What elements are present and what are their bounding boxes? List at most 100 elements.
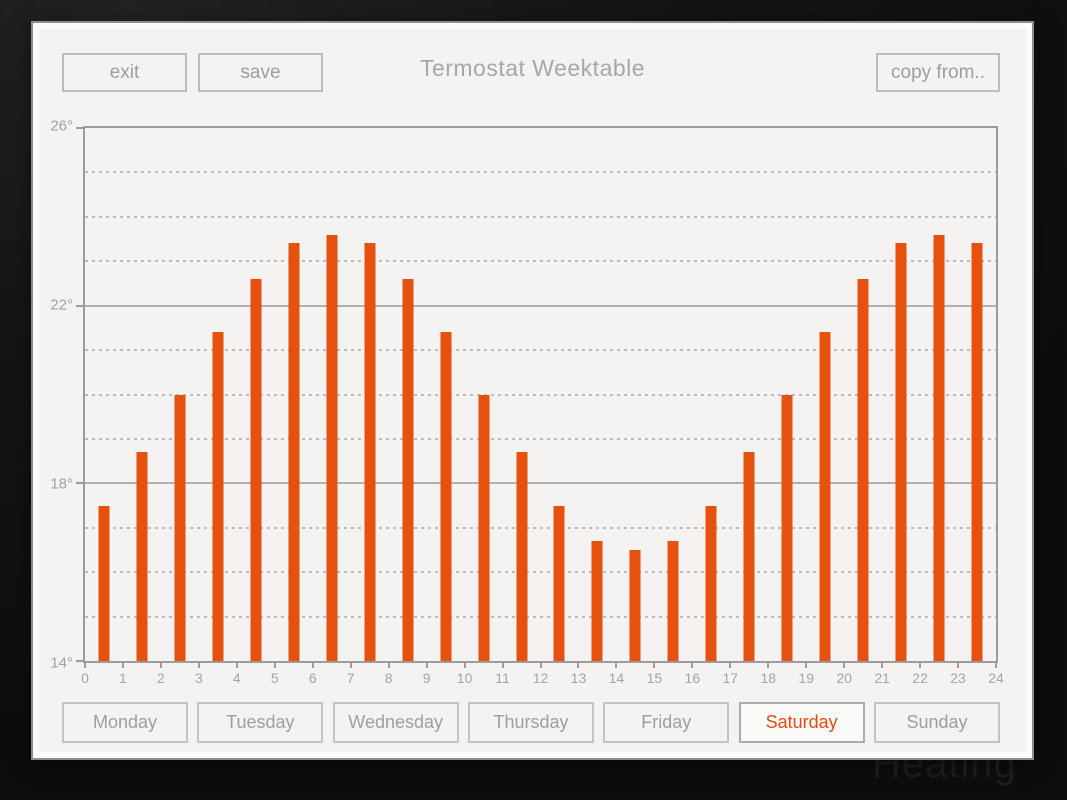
x-axis-label: 13: [570, 670, 587, 686]
bar-hour-14[interactable]: [629, 549, 641, 661]
bar-hour-22[interactable]: [933, 234, 945, 661]
gridline-minor: [85, 171, 996, 174]
y-axis-labels: 26° 22° 18° 14°: [39, 118, 77, 672]
x-axis-label: 12: [532, 670, 549, 686]
x-axis-label: 7: [346, 670, 355, 686]
x-axis-label: 19: [798, 670, 814, 686]
x-axis-tick: [501, 661, 504, 668]
gridline-minor: [85, 393, 996, 396]
y-axis-label: 18°: [50, 475, 73, 493]
x-axis-tick: [425, 661, 428, 668]
bar-hour-20[interactable]: [857, 279, 869, 661]
gridline-minor: [85, 571, 996, 574]
bar-hour-7[interactable]: [364, 243, 376, 661]
x-axis-label: 8: [384, 670, 393, 686]
bar-hour-12[interactable]: [553, 505, 565, 661]
y-axis-tick: [76, 660, 83, 662]
bar-hour-1[interactable]: [136, 452, 148, 661]
x-axis-tick: [387, 661, 390, 668]
tab-wednesday[interactable]: Wednesday: [332, 702, 459, 743]
x-axis-tick: [805, 661, 808, 668]
copy-from-button[interactable]: copy from..: [876, 53, 1000, 92]
tab-saturday[interactable]: Saturday: [738, 702, 865, 743]
x-axis-tick: [121, 661, 124, 668]
x-axis-tick: [995, 661, 997, 668]
x-axis-tick: [919, 661, 922, 668]
page-title: Termostat Weektable: [419, 55, 646, 81]
y-axis-tick: [76, 304, 83, 307]
tab-sunday[interactable]: Sunday: [873, 702, 1000, 743]
x-axis-tick: [615, 661, 618, 668]
gridline-minor: [85, 215, 996, 218]
x-axis-label: 10: [456, 670, 473, 686]
x-axis-label: 16: [684, 670, 701, 686]
x-axis-label: 4: [232, 670, 241, 686]
y-axis-tick: [76, 127, 83, 129]
save-button[interactable]: save: [198, 53, 323, 92]
gridline-minor: [85, 526, 996, 529]
tab-friday[interactable]: Friday: [603, 702, 730, 743]
bar-hour-3[interactable]: [212, 332, 224, 661]
x-axis-tick: [84, 661, 86, 668]
x-axis-label: 17: [722, 670, 739, 686]
x-axis-tick: [843, 661, 846, 668]
x-axis-label: 5: [270, 670, 279, 686]
day-tabs: Monday Tuesday Wednesday Thursday Friday Satu…: [62, 702, 1000, 743]
tab-thursday[interactable]: Thursday: [467, 702, 594, 743]
x-axis-label: 11: [495, 670, 510, 686]
x-axis-label: 1: [119, 670, 127, 686]
x-axis-tick: [653, 661, 656, 668]
bar-hour-23[interactable]: [971, 243, 983, 661]
bar-hour-5[interactable]: [288, 243, 300, 661]
bar-hour-16[interactable]: [705, 505, 717, 661]
tab-monday[interactable]: Monday: [62, 702, 188, 743]
bar-hour-18[interactable]: [781, 394, 793, 661]
x-axis-tick: [957, 661, 960, 668]
x-axis-tick: [767, 661, 770, 668]
x-axis-label: 3: [194, 670, 203, 686]
x-axis-tick: [729, 661, 732, 668]
x-axis-tick: [273, 661, 276, 668]
gridline-minor: [85, 437, 996, 440]
x-axis-tick: [463, 661, 466, 668]
bar-hour-0[interactable]: [98, 505, 110, 661]
x-axis-label: 20: [836, 670, 852, 686]
gridline-minor: [85, 615, 996, 618]
x-axis-label: 2: [157, 670, 165, 686]
x-axis-label: 15: [646, 670, 663, 686]
x-axis-tick: [235, 661, 238, 668]
gridline-major: [85, 304, 996, 307]
x-axis-label: 0: [81, 670, 89, 686]
bar-hour-10[interactable]: [478, 394, 490, 661]
x-axis-label: 18: [760, 670, 777, 686]
thermostat-weektable-panel: exit save Termostat Weektable copy from.…: [31, 21, 1034, 760]
x-axis-label: 22: [912, 670, 928, 686]
x-axis-tick: [349, 661, 352, 668]
bar-hour-11[interactable]: [516, 452, 528, 661]
x-axis-label: 21: [874, 670, 890, 686]
x-axis-label: 24: [988, 670, 1004, 686]
x-axis-label: 6: [308, 670, 317, 686]
tab-tuesday[interactable]: Tuesday: [197, 702, 324, 743]
x-axis-tick: [691, 661, 694, 668]
x-axis-tick: [159, 661, 162, 668]
bar-hour-17[interactable]: [743, 452, 755, 661]
bar-hour-13[interactable]: [591, 541, 603, 661]
x-axis-tick: [311, 661, 314, 668]
bar-hour-15[interactable]: [667, 541, 679, 661]
bar-hour-21[interactable]: [895, 243, 907, 661]
bar-hour-6[interactable]: [326, 234, 338, 661]
y-axis-label: 22°: [50, 296, 73, 314]
gridline-minor: [85, 349, 996, 352]
bar-hour-2[interactable]: [174, 394, 186, 661]
y-axis-tick: [76, 482, 83, 485]
bar-hour-9[interactable]: [440, 332, 452, 661]
x-axis-tick: [881, 661, 884, 668]
exit-button[interactable]: exit: [62, 53, 187, 92]
gridline-major: [85, 482, 996, 485]
x-axis-label: 14: [608, 670, 625, 686]
bar-hour-19[interactable]: [819, 332, 831, 661]
x-axis-tick: [197, 661, 200, 668]
bar-hour-8[interactable]: [402, 279, 414, 661]
bar-hour-4[interactable]: [250, 279, 262, 661]
